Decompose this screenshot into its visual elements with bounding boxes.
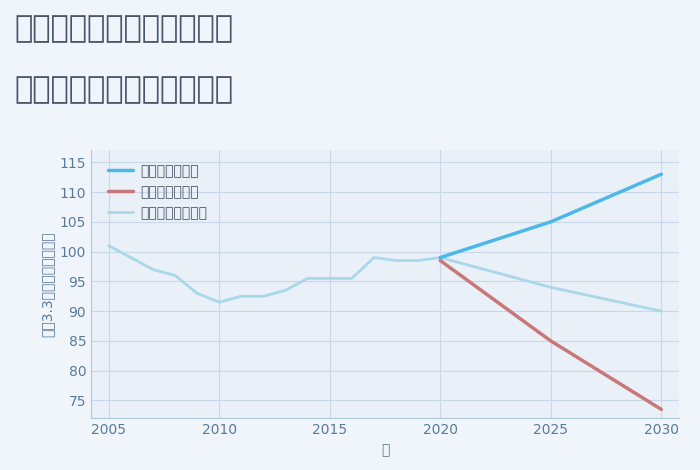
グッドシナリオ [657,172,666,177]
Line: グッドシナリオ: グッドシナリオ [440,174,662,258]
バッドシナリオ [436,258,445,263]
X-axis label: 年: 年 [381,443,389,457]
Line: バッドシナリオ: バッドシナリオ [440,260,662,409]
Line: ノーマルシナリオ: ノーマルシナリオ [440,258,662,311]
Text: 中古マンションの価格推移: 中古マンションの価格推移 [14,75,233,104]
グッドシナリオ [547,219,555,225]
ノーマルシナリオ [436,255,445,260]
Text: 三重県伊賀市朝日ヶ丘町の: 三重県伊賀市朝日ヶ丘町の [14,14,233,43]
バッドシナリオ [547,338,555,344]
Legend: グッドシナリオ, バッドシナリオ, ノーマルシナリオ: グッドシナリオ, バッドシナリオ, ノーマルシナリオ [104,160,211,224]
ノーマルシナリオ [657,308,666,314]
バッドシナリオ [657,407,666,412]
ノーマルシナリオ [547,284,555,290]
Y-axis label: 坪（3.3㎡）単価（万円）: 坪（3.3㎡）単価（万円） [40,232,54,337]
グッドシナリオ [436,255,445,260]
